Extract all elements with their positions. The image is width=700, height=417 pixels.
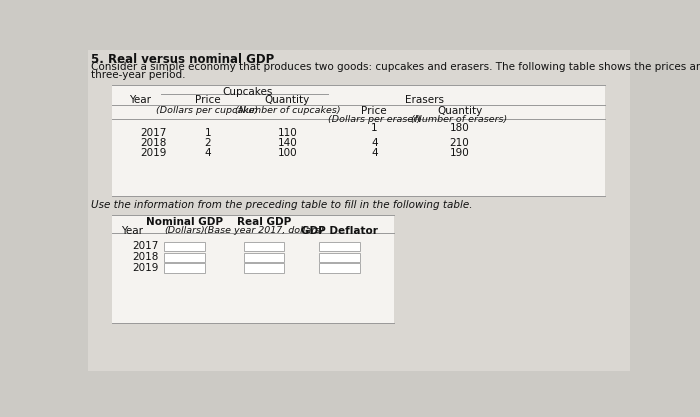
Bar: [164, 253, 204, 262]
Text: 210: 210: [449, 138, 470, 148]
Text: (Base year 2017, dollars): (Base year 2017, dollars): [204, 226, 324, 235]
Bar: [319, 253, 360, 262]
Bar: [112, 215, 393, 324]
Text: 180: 180: [449, 123, 470, 133]
Bar: [244, 242, 284, 251]
Text: (Number of cupcakes): (Number of cupcakes): [234, 106, 340, 115]
Text: 2018: 2018: [140, 138, 167, 148]
Text: 190: 190: [449, 148, 470, 158]
Bar: [164, 242, 204, 251]
Bar: [319, 263, 360, 273]
Bar: [244, 263, 284, 273]
Text: 100: 100: [278, 148, 298, 158]
Text: Price: Price: [195, 95, 220, 106]
Text: Price: Price: [361, 106, 387, 116]
Bar: [244, 253, 284, 262]
Text: 2018: 2018: [132, 252, 159, 262]
Text: Cupcakes: Cupcakes: [223, 87, 273, 97]
Text: 2019: 2019: [140, 148, 167, 158]
Text: 4: 4: [371, 148, 377, 158]
Text: (Number of erasers): (Number of erasers): [412, 115, 508, 124]
Text: (Dollars): (Dollars): [164, 226, 204, 235]
Text: Quantity: Quantity: [265, 95, 310, 106]
Text: three-year period.: three-year period.: [92, 70, 186, 80]
Text: 110: 110: [278, 128, 298, 138]
Text: (Dollars per cupcake): (Dollars per cupcake): [157, 106, 259, 115]
Bar: [164, 263, 204, 273]
Text: GDP Deflator: GDP Deflator: [301, 226, 378, 236]
Text: Use the information from the preceding table to fill in the following table.: Use the information from the preceding t…: [92, 200, 473, 210]
Text: 1: 1: [204, 128, 211, 138]
Text: 5. Real versus nominal GDP: 5. Real versus nominal GDP: [92, 53, 274, 66]
Text: Erasers: Erasers: [405, 95, 444, 106]
Text: 140: 140: [278, 138, 298, 148]
Text: Year: Year: [130, 95, 151, 106]
Text: Nominal GDP: Nominal GDP: [146, 217, 223, 227]
Bar: [112, 85, 606, 196]
Text: 4: 4: [204, 148, 211, 158]
Text: 2017: 2017: [140, 128, 167, 138]
Bar: [319, 242, 360, 251]
Text: Year: Year: [122, 226, 144, 236]
Text: 2019: 2019: [132, 263, 159, 273]
Text: 2: 2: [204, 138, 211, 148]
Text: 1: 1: [371, 123, 377, 133]
Text: 2017: 2017: [132, 241, 159, 251]
Text: Consider a simple economy that produces two goods: cupcakes and erasers. The fol: Consider a simple economy that produces …: [92, 63, 700, 73]
Text: 4: 4: [371, 138, 377, 148]
Text: (Dollars per eraser): (Dollars per eraser): [328, 115, 421, 124]
Text: Real GDP: Real GDP: [237, 217, 291, 227]
Text: Quantity: Quantity: [437, 106, 482, 116]
